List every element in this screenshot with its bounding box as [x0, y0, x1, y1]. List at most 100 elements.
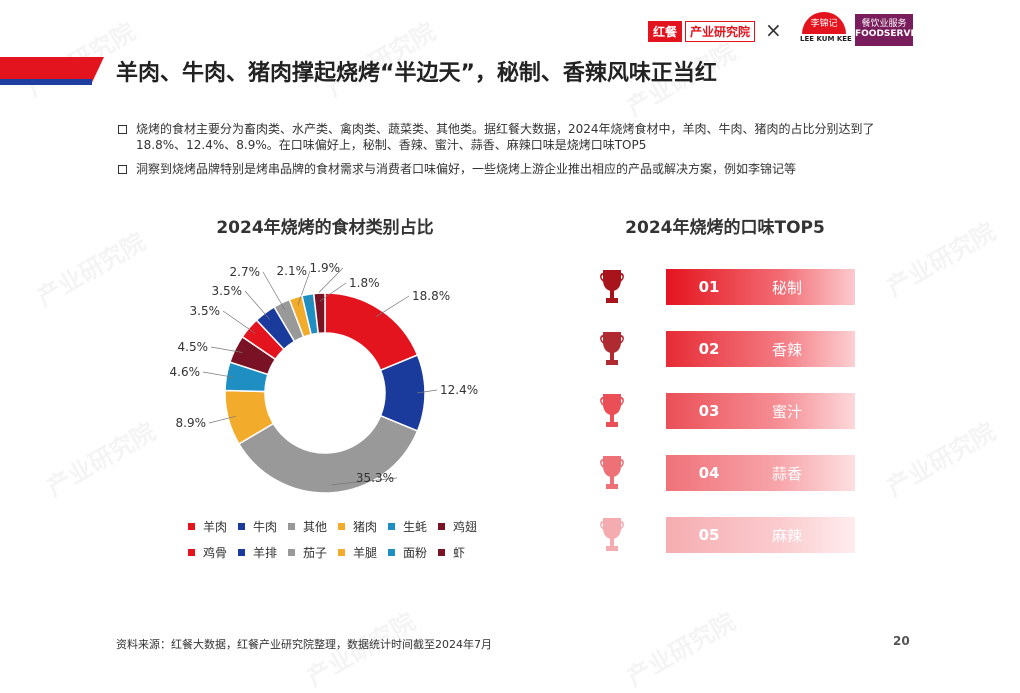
- legend-label: 生蚝: [403, 520, 428, 534]
- top5-rank: 01: [698, 278, 720, 296]
- donut-slice-2: [237, 414, 419, 494]
- legend-swatch: [438, 549, 445, 556]
- page-number: 20: [893, 634, 910, 648]
- top5-flavor: 香辣: [772, 340, 803, 359]
- legend-item-4: 生蚝: [388, 518, 427, 535]
- trophy-icon: [598, 330, 626, 368]
- leekumkee-logo-arc: 李锦记: [802, 12, 846, 34]
- watermark: 产业研究院: [29, 222, 150, 312]
- trophy-icon: [598, 268, 626, 306]
- legend-label: 其他: [303, 520, 328, 534]
- donut-leader-line-9: [297, 270, 311, 306]
- page-title: 羊肉、牛肉、猪肉撑起烧烤“半边天”，秘制、香辣风味正当红: [116, 61, 717, 86]
- legend-label: 羊腿: [353, 546, 378, 560]
- donut-slice-0: [324, 292, 419, 372]
- donut-leader-line-0: [376, 295, 410, 317]
- legend-swatch: [388, 549, 395, 556]
- top5-row-5: 05 麻辣: [666, 517, 855, 553]
- legend-item-9: 羊腿: [338, 544, 377, 561]
- donut-chart-title: 2024年烧烤的食材类别占比: [216, 218, 434, 238]
- foodservice-logo-cn: 餐饮业服务: [861, 19, 907, 29]
- legend-item-5: 鸡翅: [438, 518, 477, 535]
- legend-swatch: [288, 549, 295, 556]
- donut-leader-line-1: [416, 389, 438, 394]
- top5-title: 2024年烧烤的口味TOP5: [625, 218, 825, 238]
- legend-item-10: 面粉: [388, 544, 427, 561]
- top5-row-3: 03 蜜汁: [666, 393, 855, 429]
- trophy-icon: [598, 516, 626, 554]
- legend-label: 鸡翅: [453, 520, 478, 534]
- donut-leader-line-5: [210, 346, 243, 353]
- legend-item-1: 牛肉: [238, 518, 277, 535]
- leekumkee-logo: 李锦记 LEE KUM KEE: [800, 12, 852, 43]
- legend-label: 面粉: [403, 546, 428, 560]
- top5-flavor: 秘制: [772, 278, 803, 297]
- donut-data-label-4: 4.6%: [170, 365, 201, 379]
- trophy-svg: [600, 518, 624, 551]
- top5-row-4: 04 蒜香: [666, 455, 855, 491]
- top5-flavor: 蜜汁: [772, 402, 803, 421]
- legend-swatch: [188, 549, 195, 556]
- trophy-svg: [600, 332, 624, 365]
- donut-data-label-10: 1.9%: [310, 261, 341, 275]
- top5-flavor: 蒜香: [772, 464, 803, 483]
- donut-leader-line-4: [202, 371, 235, 378]
- top5-rank: 05: [698, 526, 720, 544]
- legend-label: 虾: [453, 546, 466, 560]
- bullet-square-icon: [118, 165, 127, 174]
- legend-swatch: [338, 549, 345, 556]
- trophy-svg: [600, 456, 624, 489]
- legend-item-3: 猪肉: [338, 518, 377, 535]
- trophy-svg: [600, 394, 624, 427]
- donut-leader-line-3: [208, 415, 237, 424]
- legend-item-7: 羊排: [238, 544, 277, 561]
- donut-data-label-11: 1.8%: [349, 276, 380, 290]
- legend-item-6: 鸡骨: [188, 544, 227, 561]
- foodservice-logo-en: FOODSERVICE: [855, 29, 927, 39]
- legend-label: 羊排: [253, 546, 278, 560]
- foodservice-logo: 餐饮业服务 FOODSERVICE: [855, 14, 927, 46]
- legend-swatch: [388, 523, 395, 530]
- donut-leader-line-7: [244, 290, 271, 320]
- watermark: 产业研究院: [39, 412, 160, 502]
- legend-swatch: [238, 549, 245, 556]
- donut-data-label-2: 35.3%: [356, 471, 394, 485]
- donut-data-label-8: 2.7%: [230, 265, 261, 279]
- legend-label: 鸡骨: [203, 546, 228, 560]
- trophy-icon: [598, 454, 626, 492]
- donut-data-label-6: 3.5%: [190, 304, 221, 318]
- top5-flavor: 麻辣: [772, 526, 803, 545]
- top5-rank: 04: [698, 464, 720, 482]
- bullet-text: 洞察到烧烤品牌特别是烤串品牌的食材需求与消费者口味偏好，一些烧烤上游企业推出相应…: [136, 162, 797, 176]
- legend-item-8: 茄子: [288, 544, 327, 561]
- watermark: 产业研究院: [879, 212, 1000, 302]
- watermark: 产业研究院: [619, 602, 740, 692]
- legend-swatch: [238, 523, 245, 530]
- hongcan-logo-text: 产业研究院: [685, 20, 756, 42]
- donut-data-label-0: 18.8%: [412, 289, 450, 303]
- top5-row-2: 02 香辣: [666, 331, 855, 367]
- hongcan-logo: 红餐 产业研究院: [648, 20, 756, 42]
- trophy-icon: [598, 392, 626, 430]
- source-note: 资料来源：红餐大数据，红餐产业研究院整理，数据统计时间截至2024年7月: [116, 638, 492, 651]
- title-accent-bar: [0, 57, 86, 79]
- donut-leader-line-11: [319, 282, 347, 302]
- legend-label: 茄子: [303, 546, 328, 560]
- donut-leader-line-6: [222, 310, 256, 334]
- legend-item-0: 羊肉: [188, 518, 227, 535]
- legend-swatch: [338, 523, 345, 530]
- bullet-text: 烧烤的食材主要分为畜肉类、水产类、禽肉类、蔬菜类、其他类。据红餐大数据，2024…: [136, 122, 875, 152]
- leekumkee-logo-text: LEE KUM KEE: [800, 35, 852, 43]
- legend-label: 羊肉: [203, 520, 228, 534]
- bullet-item: 洞察到烧烤品牌特别是烤串品牌的食材需求与消费者口味偏好，一些烧烤上游企业推出相应…: [118, 161, 918, 177]
- legend-item-11: 虾: [438, 544, 465, 561]
- donut-slice-11: [312, 292, 326, 335]
- donut-data-label-1: 12.4%: [440, 383, 478, 397]
- legend-swatch: [288, 523, 295, 530]
- hongcan-logo-mark: 红餐: [648, 20, 683, 42]
- legend-label: 猪肉: [353, 520, 378, 534]
- bullet-item: 烧烤的食材主要分为畜肉类、水产类、禽肉类、蔬菜类、其他类。据红餐大数据，2024…: [118, 121, 918, 153]
- legend-item-2: 其他: [288, 518, 327, 535]
- legend-swatch: [188, 523, 195, 530]
- top5-rank: 02: [698, 340, 720, 358]
